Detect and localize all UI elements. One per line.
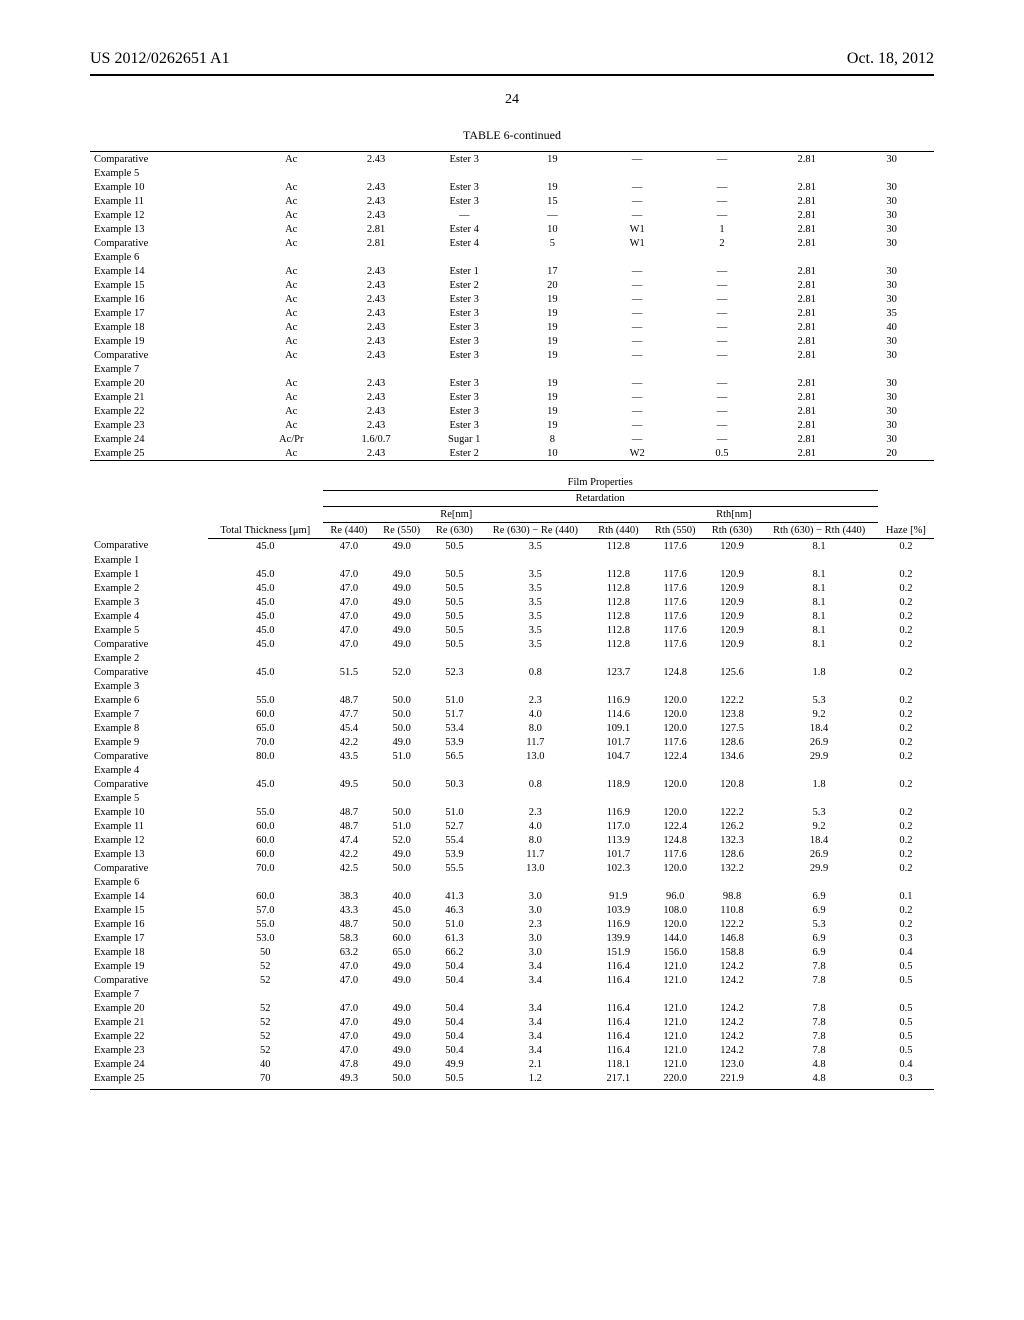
table-row: Example 1360.042.249.053.911.7101.7117.6… bbox=[90, 847, 934, 861]
table-row: Example 205247.049.050.43.4116.4121.0124… bbox=[90, 1001, 934, 1015]
table-row: ComparativeAc2.43Ester 319——2.8130 bbox=[90, 152, 934, 166]
table-row: Example 865.045.450.053.48.0109.1120.012… bbox=[90, 721, 934, 735]
table-row: Example 1557.043.345.046.33.0103.9108.01… bbox=[90, 903, 934, 917]
column-header: Re (630) bbox=[428, 523, 481, 539]
table-row: Example 245.047.049.050.53.5112.8117.612… bbox=[90, 581, 934, 595]
page: US 2012/0262651 A1 Oct. 18, 2012 24 TABL… bbox=[0, 0, 1024, 1130]
table-row: Example 18Ac2.43Ester 319——2.8140 bbox=[90, 320, 934, 334]
re-group-header: Re[nm] bbox=[323, 507, 590, 523]
table-6-upper: ComparativeAc2.43Ester 319——2.8130Exampl… bbox=[90, 152, 934, 460]
table-row: ComparativeAc2.43Ester 319——2.8130 bbox=[90, 348, 934, 362]
table-row: Example 4 bbox=[90, 763, 934, 777]
table-row: Example 7 bbox=[90, 987, 934, 1001]
table-row: Example 6 bbox=[90, 250, 934, 264]
column-header: Rth (440) bbox=[590, 523, 647, 539]
table-row: Example 235247.049.050.43.4116.4121.0124… bbox=[90, 1043, 934, 1057]
table-row: Example 2 bbox=[90, 651, 934, 665]
table-row: Example 14Ac2.43Ester 117——2.8130 bbox=[90, 264, 934, 278]
column-header: Re (440) bbox=[323, 523, 376, 539]
patent-number: US 2012/0262651 A1 bbox=[90, 50, 230, 68]
table-row: Example 244047.849.049.92.1118.1121.0123… bbox=[90, 1057, 934, 1071]
table-row: Example 655.048.750.051.02.3116.9120.012… bbox=[90, 693, 934, 707]
table-row: Example 11Ac2.43Ester 315——2.8130 bbox=[90, 194, 934, 208]
table-row: Example 19Ac2.43Ester 319——2.8130 bbox=[90, 334, 934, 348]
table-row: Example 24Ac/Pr1.6/0.7Sugar 18——2.8130 bbox=[90, 432, 934, 446]
column-header: Haze [%] bbox=[878, 523, 934, 539]
table-row: Example 145.047.049.050.53.5112.8117.612… bbox=[90, 567, 934, 581]
table-row: Example 225247.049.050.43.4116.4121.0124… bbox=[90, 1029, 934, 1043]
table-row: Example 13Ac2.81Ester 410W112.8130 bbox=[90, 222, 934, 236]
table-row: Example 1260.047.452.055.48.0113.9124.81… bbox=[90, 833, 934, 847]
table-row: ComparativeAc2.81Ester 45W122.8130 bbox=[90, 236, 934, 250]
table-row: Example 1055.048.750.051.02.3116.9120.01… bbox=[90, 805, 934, 819]
table-row: Comparative70.042.550.055.513.0102.3120.… bbox=[90, 861, 934, 875]
table-row: Example 185063.265.066.23.0151.9156.0158… bbox=[90, 945, 934, 959]
table-row: Comparative45.047.049.050.53.5112.8117.6… bbox=[90, 539, 934, 554]
table-row: Example 21Ac2.43Ester 319——2.8130 bbox=[90, 390, 934, 404]
page-number: 24 bbox=[90, 92, 934, 108]
table-6-continued: TABLE 6-continued ComparativeAc2.43Ester… bbox=[90, 128, 934, 1090]
table-row: Example 7 bbox=[90, 362, 934, 376]
table-row: Example 1753.058.360.061.33.0139.9144.01… bbox=[90, 931, 934, 945]
column-header: Re (550) bbox=[375, 523, 428, 539]
header-rule bbox=[90, 74, 934, 76]
table-row: Comparative45.051.552.052.30.8123.7124.8… bbox=[90, 665, 934, 679]
table-row: Example 15Ac2.43Ester 220——2.8130 bbox=[90, 278, 934, 292]
table-row: Example 5 bbox=[90, 166, 934, 180]
table-row: Example 1655.048.750.051.02.3116.9120.01… bbox=[90, 917, 934, 931]
table-caption: TABLE 6-continued bbox=[90, 128, 934, 143]
table-row: Example 6 bbox=[90, 875, 934, 889]
table-row: Example 195247.049.050.43.4116.4121.0124… bbox=[90, 959, 934, 973]
table-row: Example 345.047.049.050.53.5112.8117.612… bbox=[90, 595, 934, 609]
table-row: Example 17Ac2.43Ester 319——2.8135 bbox=[90, 306, 934, 320]
table-row: Example 22Ac2.43Ester 319——2.8130 bbox=[90, 404, 934, 418]
table-row: Example 257049.350.050.51.2217.1220.0221… bbox=[90, 1071, 934, 1085]
table-row: Comparative5247.049.050.43.4116.4121.012… bbox=[90, 973, 934, 987]
column-header: Rth (630) bbox=[704, 523, 761, 539]
table-row: Example 10Ac2.43Ester 319——2.8130 bbox=[90, 180, 934, 194]
film-properties-header: Film Properties bbox=[323, 475, 878, 491]
table-row: Example 3 bbox=[90, 679, 934, 693]
table-row: Example 5 bbox=[90, 791, 934, 805]
table-row: Example 25Ac2.43Ester 210W20.52.8120 bbox=[90, 446, 934, 460]
table-row: Comparative45.049.550.050.30.8118.9120.0… bbox=[90, 777, 934, 791]
table-row: Example 1160.048.751.052.74.0117.0122.41… bbox=[90, 819, 934, 833]
publication-date: Oct. 18, 2012 bbox=[847, 50, 934, 68]
table-row: Example 970.042.249.053.911.7101.7117.61… bbox=[90, 735, 934, 749]
column-header: Rth (550) bbox=[647, 523, 704, 539]
table-row: Example 16Ac2.43Ester 319——2.8130 bbox=[90, 292, 934, 306]
table-row: Comparative80.043.551.056.513.0104.7122.… bbox=[90, 749, 934, 763]
table-row: Example 545.047.049.050.53.5112.8117.612… bbox=[90, 623, 934, 637]
table-row: Example 760.047.750.051.74.0114.6120.012… bbox=[90, 707, 934, 721]
table-6-film-properties: Film Properties Retardation Re[nm] Rth[n… bbox=[90, 475, 934, 1085]
table-row: Example 20Ac2.43Ester 319——2.8130 bbox=[90, 376, 934, 390]
table-row: Example 1 bbox=[90, 553, 934, 567]
rth-group-header: Rth[nm] bbox=[590, 507, 878, 523]
retardation-header: Retardation bbox=[323, 491, 878, 507]
column-header: Total Thickness [μm] bbox=[208, 523, 323, 539]
column-header: Re (630) − Re (440) bbox=[481, 523, 590, 539]
table-row: Comparative45.047.049.050.53.5112.8117.6… bbox=[90, 637, 934, 651]
table-row: Example 12Ac2.43————2.8130 bbox=[90, 208, 934, 222]
column-header: Rth (630) − Rth (440) bbox=[760, 523, 877, 539]
table-row: Example 1460.038.340.041.33.091.996.098.… bbox=[90, 889, 934, 903]
table-row: Example 215247.049.050.43.4116.4121.0124… bbox=[90, 1015, 934, 1029]
page-header: US 2012/0262651 A1 Oct. 18, 2012 bbox=[90, 50, 934, 68]
table-row: Example 23Ac2.43Ester 319——2.8130 bbox=[90, 418, 934, 432]
table-row: Example 445.047.049.050.53.5112.8117.612… bbox=[90, 609, 934, 623]
